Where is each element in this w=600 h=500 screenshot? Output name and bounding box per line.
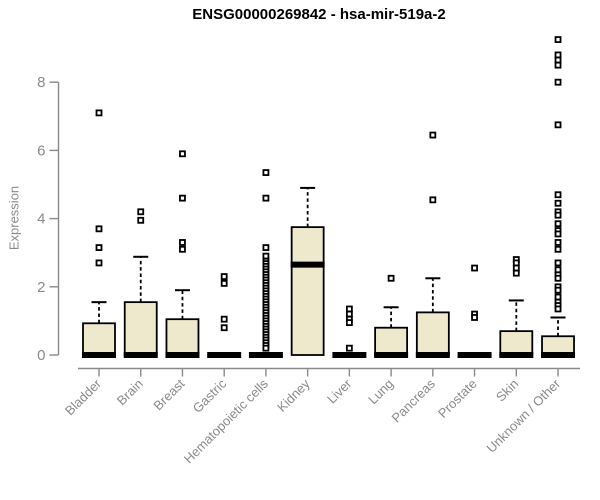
outlier-point xyxy=(554,274,562,282)
outlier-point xyxy=(429,131,437,139)
outlier-point xyxy=(220,273,228,280)
box-iqr xyxy=(165,318,200,356)
boxplot-hematopoietic-cells xyxy=(248,169,283,358)
median-bar xyxy=(332,352,367,358)
outlier-point xyxy=(554,36,562,43)
x-tick-label-liver: Liver xyxy=(324,376,355,407)
outlier-point xyxy=(220,324,228,332)
boxplot-gastric xyxy=(207,273,242,358)
y-tick-label: 6 xyxy=(37,142,45,159)
outlier-point xyxy=(95,244,103,251)
outlier-point xyxy=(220,279,228,287)
outlier-point xyxy=(262,344,270,352)
outlier-point xyxy=(345,344,353,352)
x-tick-label-unknown-other: Unknown / Other xyxy=(484,376,564,456)
boxplot-kidney xyxy=(290,186,325,356)
outlier-point xyxy=(95,259,103,267)
x-tick-label-lung: Lung xyxy=(365,376,396,407)
median-bar xyxy=(248,352,283,358)
median-bar xyxy=(457,352,492,358)
median-bar xyxy=(123,352,158,358)
box-iqr xyxy=(374,326,409,356)
x-tick-label-prostate: Prostate xyxy=(435,376,480,421)
y-tick-label: 0 xyxy=(37,347,45,364)
y-tick-label: 4 xyxy=(37,211,45,228)
box-iqr xyxy=(290,226,325,356)
outlier-point xyxy=(345,319,353,327)
outlier-point xyxy=(262,169,270,176)
outlier-point xyxy=(554,259,562,267)
outlier-point xyxy=(137,208,145,216)
outlier-point xyxy=(554,211,562,219)
chart-title: ENSG00000269842 - hsa-mir-519a-2 xyxy=(192,6,446,23)
outlier-point xyxy=(387,274,395,282)
x-tick-label-bladder: Bladder xyxy=(62,376,105,419)
outlier-point xyxy=(220,315,228,323)
x-tick-label-breast: Breast xyxy=(150,376,187,413)
outlier-point xyxy=(262,194,270,202)
median-bar xyxy=(207,352,242,358)
outlier-point xyxy=(554,61,562,69)
box-iqr xyxy=(499,330,534,356)
boxplot-pancreas xyxy=(415,131,450,358)
outlier-point xyxy=(429,196,437,204)
boxplot-lung xyxy=(374,274,409,358)
outlier-point xyxy=(554,230,562,238)
outlier-point xyxy=(262,244,270,251)
y-tick-label: 8 xyxy=(37,74,45,91)
outlier-point xyxy=(471,264,478,272)
outlier-point xyxy=(554,220,562,228)
outlier-point xyxy=(554,305,562,313)
median-bar xyxy=(415,352,450,358)
boxplot-unknown-other xyxy=(541,36,576,358)
median-bar xyxy=(541,352,576,358)
outlier-point xyxy=(179,245,186,253)
outlier-point xyxy=(179,239,186,246)
x-tick-label-brain: Brain xyxy=(114,376,146,408)
outlier-point xyxy=(137,216,145,224)
boxplot-brain xyxy=(123,208,158,358)
median-bar xyxy=(499,352,534,358)
x-tick-label-skin: Skin xyxy=(493,376,521,404)
median-bar xyxy=(82,352,116,358)
boxplot-liver xyxy=(332,305,367,358)
y-axis: 0 2 4 6 8 xyxy=(37,74,60,364)
outlier-point xyxy=(554,121,562,129)
x-tick-label-pancreas: Pancreas xyxy=(389,376,439,426)
box-iqr xyxy=(415,311,450,356)
median-bar xyxy=(290,261,325,268)
x-tick-label-gastric: Gastric xyxy=(190,376,230,416)
outlier-point xyxy=(95,109,103,117)
outlier-point xyxy=(554,191,562,199)
box-iqr xyxy=(82,322,116,356)
outlier-point xyxy=(512,269,520,277)
outlier-point xyxy=(95,225,103,233)
outlier-point xyxy=(554,199,562,207)
y-tick-label: 2 xyxy=(37,279,45,296)
median-bar xyxy=(165,352,200,358)
outlier-point xyxy=(179,194,186,202)
boxplot-breast xyxy=(165,150,200,358)
outlier-point xyxy=(554,286,562,294)
outlier-point xyxy=(471,314,478,321)
outlier-point xyxy=(554,239,562,246)
outlier-point xyxy=(179,150,186,158)
box-iqr xyxy=(123,301,158,356)
median-bar xyxy=(374,352,409,358)
outlier-point xyxy=(554,245,562,253)
boxplot-skin xyxy=(499,256,534,358)
outlier-point xyxy=(554,78,562,86)
x-tick-label-kidney: Kidney xyxy=(274,376,313,415)
boxplot-bladder xyxy=(82,109,116,358)
boxplot-prostate xyxy=(457,264,492,358)
